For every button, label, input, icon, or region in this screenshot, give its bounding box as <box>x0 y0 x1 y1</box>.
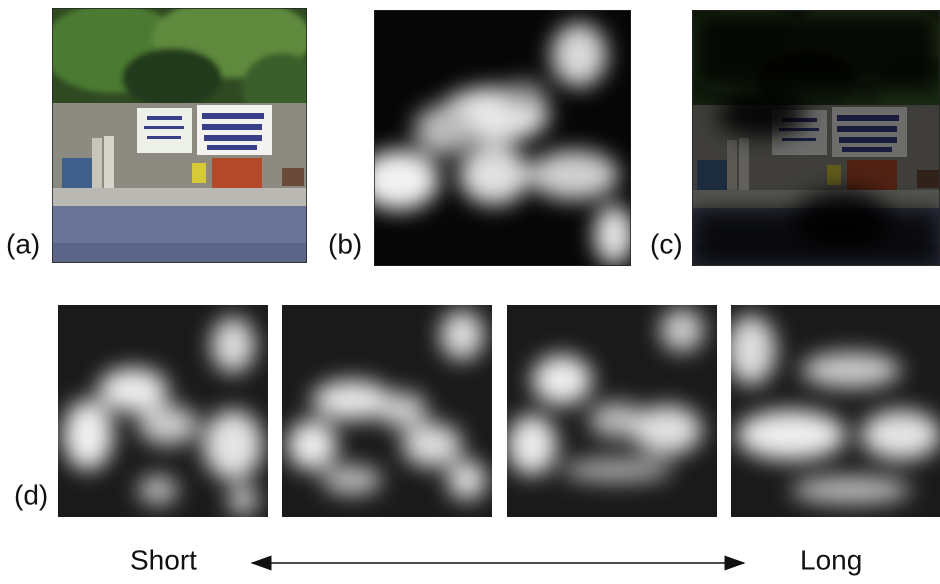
image-part <box>447 460 487 500</box>
image-part <box>717 93 807 137</box>
saliency-map-b <box>359 10 634 266</box>
image-part <box>660 308 704 352</box>
image-part <box>861 410 940 460</box>
image-part <box>736 410 846 460</box>
image-part <box>562 458 672 482</box>
image-part <box>507 415 557 475</box>
image-part <box>359 150 439 210</box>
panel-label: (d) <box>14 479 48 510</box>
saliency-map-d2 <box>282 305 492 517</box>
saliency-map-d4 <box>726 305 940 517</box>
figure: (a) (b) (c) (d) <box>0 0 940 579</box>
image-part <box>551 23 607 87</box>
image-part <box>211 317 255 373</box>
image-part <box>402 423 462 467</box>
panel-label: (b) <box>328 228 362 259</box>
image-part <box>203 410 263 480</box>
scale-start-label: Short <box>130 544 197 575</box>
photo-a <box>42 0 322 263</box>
scale-end-label: Long <box>800 544 862 575</box>
image-part <box>287 420 337 470</box>
image-part <box>138 475 178 505</box>
saliency-map-d1 <box>58 305 268 517</box>
image-part <box>63 400 113 470</box>
image-part <box>228 485 258 515</box>
panel-label: (a) <box>6 228 40 259</box>
image-part <box>532 355 592 405</box>
image-part <box>138 405 198 445</box>
image-part <box>792 190 892 250</box>
saliency-map-d3 <box>507 305 717 517</box>
image-part <box>801 352 901 388</box>
image-part <box>414 105 474 155</box>
image-part <box>502 81 546 109</box>
image-part <box>322 465 382 495</box>
image-part <box>632 405 702 455</box>
image-part <box>529 150 619 200</box>
image-part <box>459 145 529 205</box>
image-part <box>594 205 634 265</box>
image-part <box>791 476 911 504</box>
image-part <box>692 10 940 90</box>
image-part <box>440 310 484 360</box>
masked-photo-c <box>677 0 940 266</box>
image-part <box>98 368 168 412</box>
image-part <box>726 315 776 385</box>
image-part <box>42 0 322 263</box>
panel-label: (c) <box>650 228 683 259</box>
image-part <box>377 392 427 428</box>
